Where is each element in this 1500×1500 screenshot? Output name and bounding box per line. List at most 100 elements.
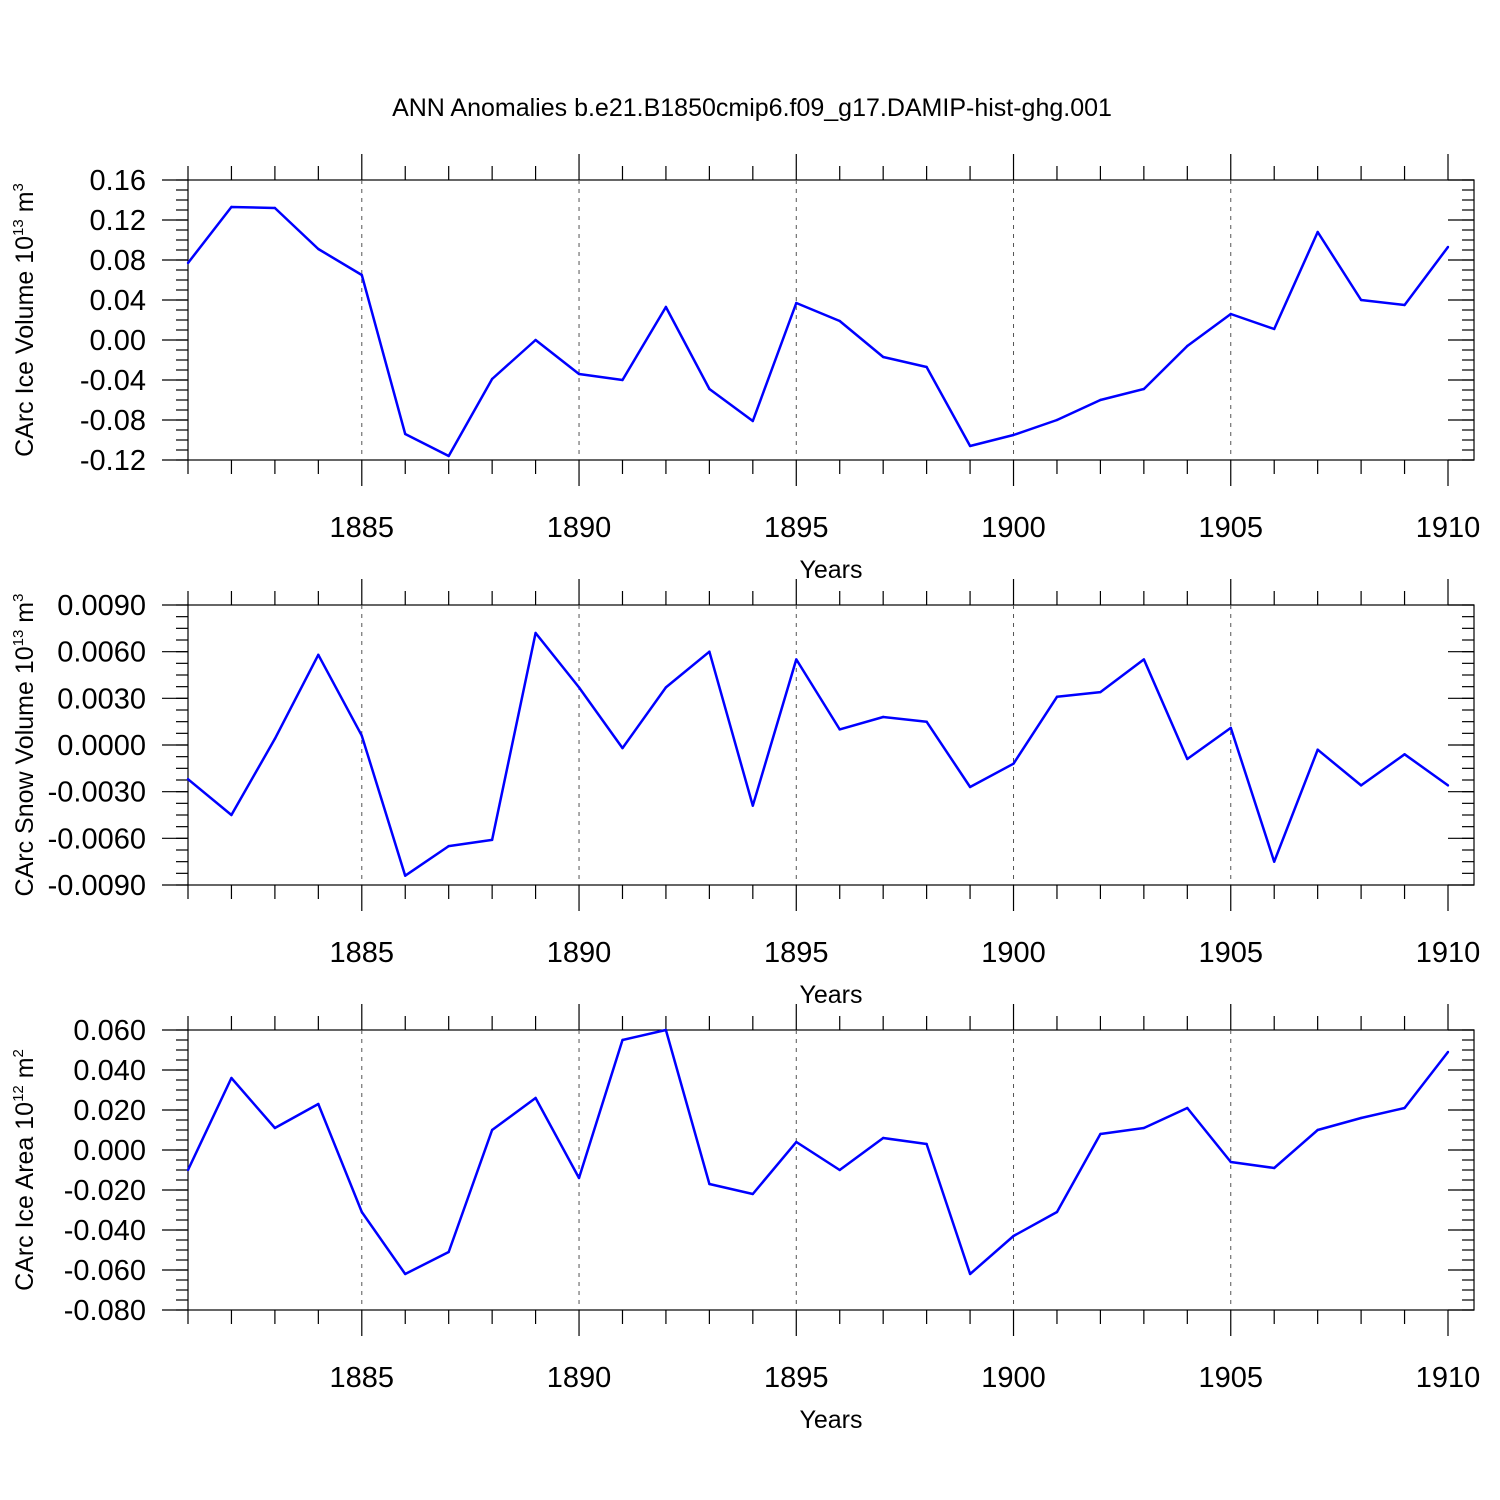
- data-point: [968, 444, 972, 448]
- data-point: [1316, 230, 1319, 234]
- data-point: [534, 338, 537, 342]
- y-axis-label: CArc Ice Area 1012 m2: [10, 1049, 39, 1291]
- data-point: [621, 378, 624, 382]
- data-series-line: [187, 205, 1450, 458]
- data-point: [1446, 245, 1450, 249]
- x-tick-label: 1905: [1199, 937, 1264, 969]
- data-point: [1055, 1210, 1059, 1214]
- y-tick-label: -0.060: [64, 1255, 146, 1287]
- x-tick-label: 1910: [1416, 512, 1481, 544]
- data-point: [1055, 418, 1059, 422]
- data-point: [968, 1272, 972, 1276]
- y-tick-label: 0.16: [90, 165, 146, 197]
- data-point: [186, 778, 190, 781]
- data-point: [838, 319, 841, 323]
- data-point: [577, 372, 581, 376]
- data-point: [317, 1102, 320, 1106]
- data-point: [881, 1136, 885, 1140]
- data-point: [925, 1142, 928, 1146]
- chart-panel-3: -0.080 -0.060 -0.040 -0.020 0.000 0.020 0.040 0…: [10, 1004, 1480, 1434]
- data-point: [273, 206, 277, 210]
- data-point: [925, 720, 928, 723]
- data-point: [1316, 1128, 1319, 1132]
- y-tick-label: 0.0000: [57, 730, 146, 762]
- y-tick-label: 0.000: [73, 1135, 146, 1167]
- y-tick-label: 0.0030: [57, 683, 146, 715]
- x-tick-label: 1895: [764, 1362, 829, 1394]
- data-point: [751, 1192, 755, 1196]
- data-point: [1403, 303, 1406, 307]
- chart-panel-1: -0.12 -0.08 -0.04 0.00 0.04 0.08 0.12 0.16 1885 1…: [10, 154, 1480, 584]
- data-point: [186, 1168, 190, 1172]
- y-tick-label: -0.020: [64, 1175, 146, 1207]
- y-tick-label: -0.080: [64, 1295, 146, 1327]
- x-axis-label: Years: [799, 981, 862, 1009]
- data-point: [751, 804, 755, 807]
- data-point: [230, 205, 233, 209]
- data-point: [1273, 327, 1276, 331]
- y-tick-label: -0.04: [80, 365, 146, 397]
- y-axis-label: CArc Ice Volume 1013 m3: [10, 183, 39, 457]
- data-point: [1099, 1132, 1102, 1136]
- data-point: [1142, 387, 1146, 391]
- data-point: [838, 728, 841, 731]
- y-tick-label: -0.12: [80, 445, 146, 477]
- y-tick-label: 0.020: [73, 1095, 146, 1127]
- data-point: [708, 1182, 711, 1186]
- data-series-line: [186, 1028, 1449, 1276]
- data-point: [490, 1128, 494, 1132]
- data-point: [490, 838, 494, 842]
- x-axis-label: Years: [799, 1406, 862, 1434]
- y-tick-label: -0.0090: [48, 870, 146, 902]
- x-tick-label: 1905: [1199, 512, 1264, 544]
- y-tick-label: 0.08: [90, 245, 146, 277]
- data-point: [404, 1272, 407, 1276]
- y-tick-label: 0.0090: [57, 590, 146, 622]
- data-point: [1186, 1106, 1189, 1110]
- y-tick-label: 0.0060: [57, 637, 146, 669]
- x-tick-label: 1910: [1416, 937, 1481, 969]
- data-point: [1012, 1234, 1015, 1238]
- data-point: [795, 301, 798, 305]
- y-tick-label: -0.0060: [48, 823, 146, 855]
- x-axis-label: Years: [799, 556, 862, 584]
- x-tick-label: 1900: [981, 512, 1046, 544]
- data-point: [273, 1126, 277, 1130]
- data-point: [317, 247, 320, 251]
- data-point: [1012, 433, 1015, 437]
- data-point: [447, 844, 450, 848]
- data-point: [317, 653, 320, 656]
- y-axis-label: CArc Snow Volume 1013 m3: [10, 594, 39, 897]
- data-point: [404, 432, 407, 436]
- data-point: [838, 1168, 841, 1172]
- data-point: [1273, 1166, 1276, 1170]
- data-point: [708, 650, 711, 653]
- x-tick-label: 1895: [764, 512, 829, 544]
- data-point: [795, 1140, 798, 1144]
- data-point: [230, 813, 233, 817]
- data-point: [1012, 762, 1015, 765]
- data-point: [621, 746, 624, 750]
- data-point: [360, 734, 363, 737]
- data-point: [273, 737, 277, 740]
- data-point: [1142, 1126, 1146, 1130]
- plot-frame: [187, 179, 1475, 461]
- data-point: [186, 261, 190, 265]
- data-point: [1273, 860, 1276, 863]
- data-point: [1316, 748, 1319, 751]
- data-point: [621, 1038, 624, 1042]
- x-tick-label: 1905: [1199, 1362, 1264, 1394]
- data-point: [881, 715, 885, 719]
- y-tick-label: 0.12: [90, 205, 146, 237]
- data-point: [447, 454, 450, 458]
- x-tick-label: 1885: [330, 937, 395, 969]
- data-point: [1359, 1116, 1363, 1120]
- y-tick-label: 0.060: [73, 1015, 146, 1047]
- x-tick-label: 1885: [330, 1362, 395, 1394]
- data-point: [1403, 753, 1406, 756]
- y-tick-label: 0.040: [73, 1055, 146, 1087]
- x-tick-label: 1895: [764, 937, 829, 969]
- data-point: [1403, 1106, 1406, 1110]
- data-point: [1359, 784, 1363, 787]
